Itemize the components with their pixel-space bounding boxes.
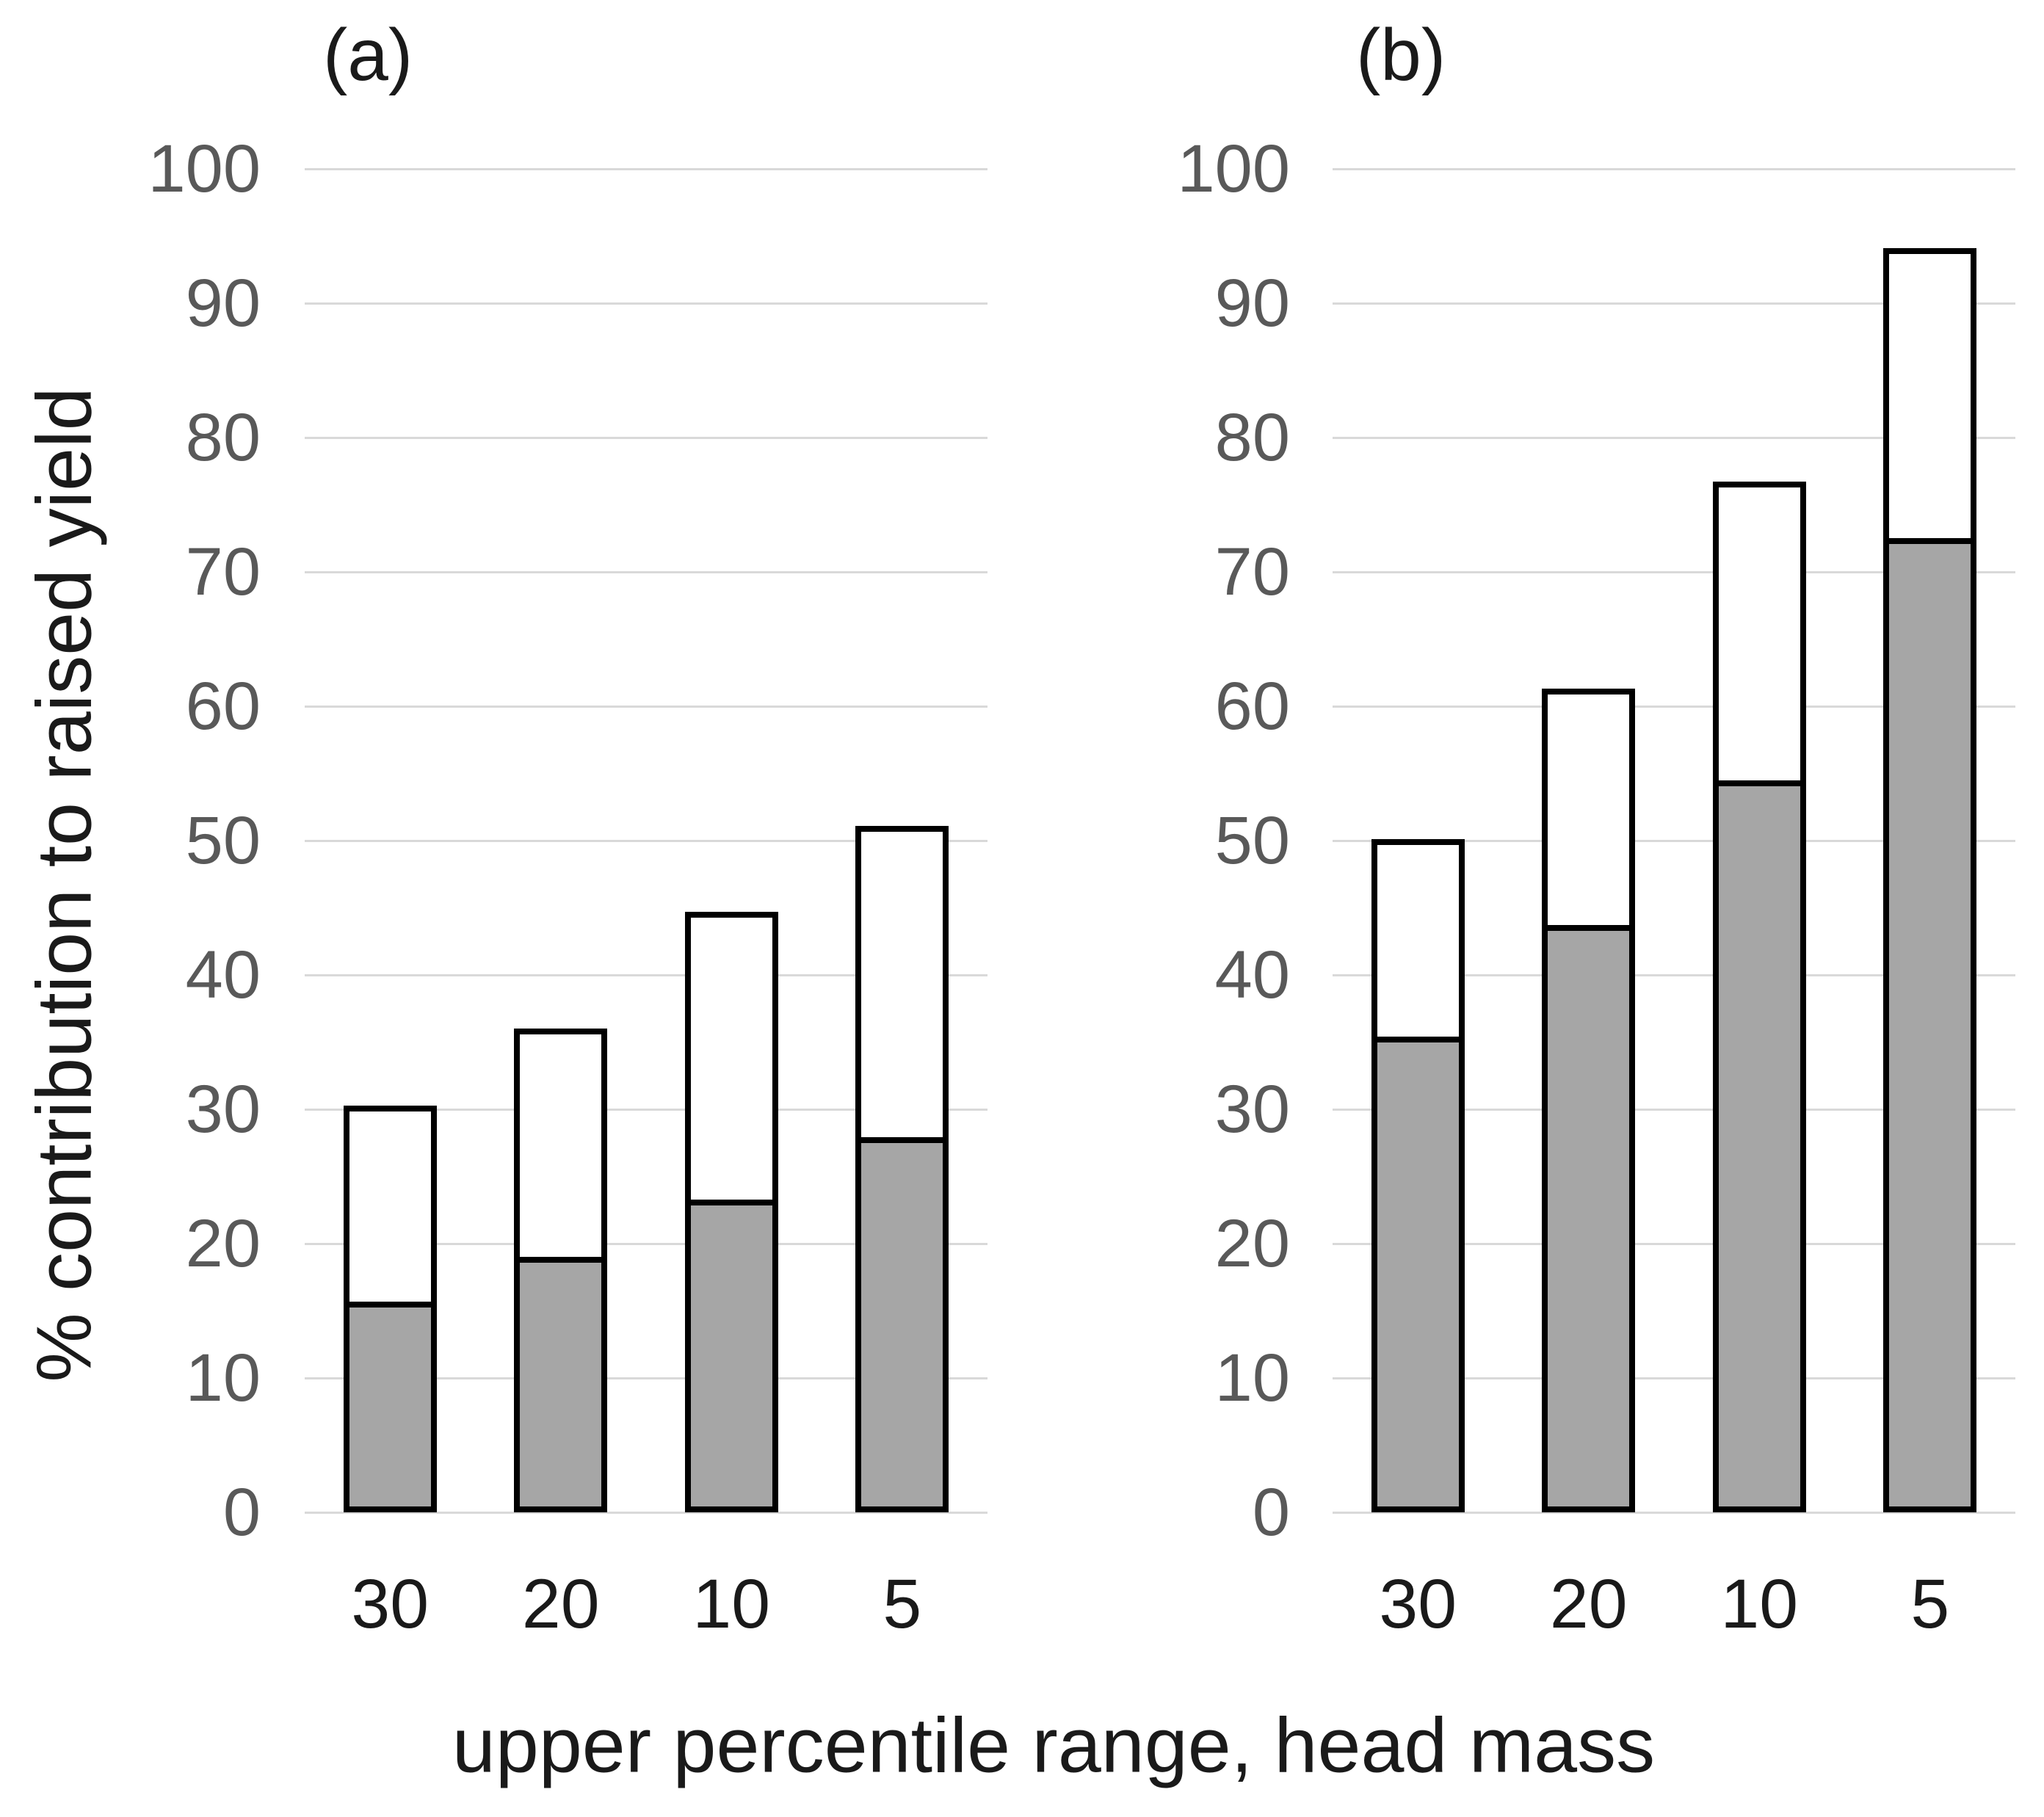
y-tick-label: 80 — [1214, 400, 1290, 475]
stacked-bar-10 — [684, 912, 778, 1512]
gridline — [1333, 705, 2015, 708]
y-tick-label: 40 — [185, 937, 261, 1012]
y-tick-label: 80 — [185, 400, 261, 475]
y-tick-label: 0 — [222, 1475, 261, 1550]
y-tick-label: 30 — [185, 1072, 261, 1147]
bar-shaded-segment — [1377, 1037, 1459, 1506]
stacked-bar-20 — [514, 1029, 608, 1512]
stacked-bar-30 — [1371, 839, 1465, 1512]
gridline — [1333, 1377, 2015, 1379]
gridline — [305, 436, 987, 439]
panel-b-plot-area — [1333, 167, 2015, 1514]
gridline — [305, 302, 987, 305]
y-tick-label: 10 — [1214, 1341, 1290, 1415]
gridline — [1333, 436, 2015, 439]
gridline — [1333, 1108, 2015, 1111]
bar-shaded-segment — [1889, 538, 1971, 1506]
stacked-bar-20 — [1542, 689, 1636, 1512]
x-axis-title: upper percentile range, head mass — [452, 1702, 1656, 1789]
x-tick-label: 5 — [883, 1565, 922, 1643]
gridline — [305, 839, 987, 842]
gridline — [305, 973, 987, 976]
gridline — [1333, 167, 2015, 170]
x-tick-label: 30 — [351, 1565, 430, 1643]
bar-shaded-segment — [1718, 780, 1800, 1506]
y-tick-label: 20 — [185, 1206, 261, 1281]
x-tick-label: 20 — [1549, 1565, 1628, 1643]
gridline — [305, 570, 987, 573]
panel-b: (b) 0 10 20 30 40 50 60 70 80 90 100 30 20 10 5 — [1022, 0, 2044, 1817]
y-tick-label: 30 — [1214, 1072, 1290, 1147]
y-tick-label: 10 — [185, 1341, 261, 1415]
gridline — [1333, 973, 2015, 976]
gridline — [305, 1511, 987, 1514]
stacked-bar-10 — [1712, 482, 1806, 1512]
y-tick-label: 20 — [1214, 1206, 1290, 1281]
panel-a-x-axis: 30 20 10 5 — [305, 1553, 987, 1663]
y-tick-label: 100 — [1177, 131, 1291, 206]
stacked-bar-5 — [855, 825, 949, 1512]
gridline — [1333, 302, 2015, 305]
panel-b-y-axis: 0 10 20 30 40 50 60 70 80 90 100 — [1095, 131, 1291, 1550]
bar-shaded-segment — [520, 1257, 602, 1506]
y-tick-label: 50 — [185, 803, 261, 878]
y-tick-label: 50 — [1214, 803, 1290, 878]
y-tick-label: 70 — [1214, 534, 1290, 609]
x-tick-label: 10 — [1720, 1565, 1799, 1643]
panel-a: (a) 0 10 20 30 40 50 60 70 80 90 100 30 20 10 5 — [66, 14, 987, 1663]
gridline — [305, 1377, 987, 1379]
panel-b-label: (b) — [1356, 14, 1446, 96]
panel-b-x-axis: 30 20 10 5 — [1333, 1553, 2015, 1663]
bar-shaded-segment — [349, 1301, 431, 1506]
y-tick-label: 100 — [148, 131, 261, 206]
panel-a-plot-area — [305, 167, 987, 1514]
x-tick-label: 10 — [692, 1565, 771, 1643]
y-tick-label: 90 — [1214, 266, 1290, 341]
panel-a-label: (a) — [323, 14, 413, 96]
gridline — [305, 705, 987, 708]
gridline — [1333, 1242, 2015, 1245]
y-tick-label: 60 — [1214, 669, 1290, 744]
gridline — [1333, 839, 2015, 842]
x-tick-label: 30 — [1379, 1565, 1457, 1643]
y-tick-label: 90 — [185, 266, 261, 341]
y-tick-label: 40 — [1214, 937, 1290, 1012]
stacked-bar-5 — [1883, 247, 1977, 1512]
gridline — [305, 167, 987, 170]
gridline — [1333, 1511, 2015, 1514]
gridline — [305, 1242, 987, 1245]
bar-shaded-segment — [1548, 925, 1630, 1506]
bar-shaded-segment — [861, 1137, 943, 1506]
gridline — [1333, 570, 2015, 573]
stacked-bar-30 — [343, 1105, 437, 1512]
bar-shaded-segment — [690, 1199, 772, 1506]
y-tick-label: 60 — [185, 669, 261, 744]
y-tick-label: 70 — [185, 534, 261, 609]
panel-a-y-axis: 0 10 20 30 40 50 60 70 80 90 100 — [66, 131, 261, 1550]
y-tick-label: 0 — [1252, 1475, 1290, 1550]
x-tick-label: 5 — [1910, 1565, 1950, 1643]
x-tick-label: 20 — [521, 1565, 600, 1643]
gridline — [305, 1108, 987, 1111]
